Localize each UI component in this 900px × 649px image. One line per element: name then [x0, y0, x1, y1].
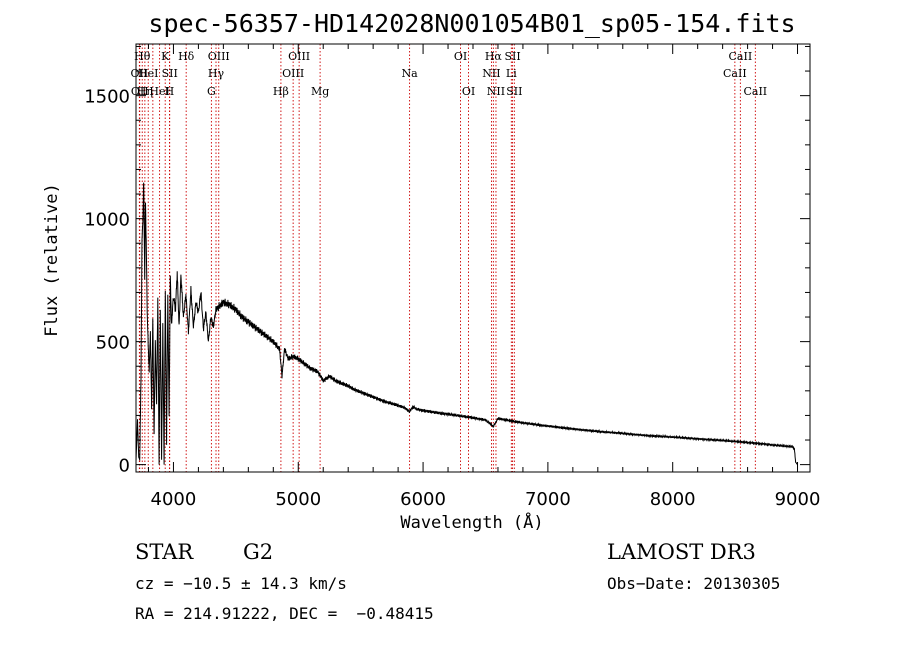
object-class: STAR: [135, 540, 194, 564]
line-label-22: Hα: [485, 50, 503, 63]
survey-release: LAMOST DR3: [607, 540, 756, 564]
x-tick-label-2: 6000: [400, 489, 446, 510]
line-label-14: Hβ: [273, 85, 289, 98]
line-label-12: Hγ: [208, 67, 225, 80]
line-label-10: Hδ: [178, 50, 195, 63]
line-label-4: HeI: [138, 67, 158, 80]
y-axis-label: Flux (relative): [42, 183, 62, 337]
line-label-18: Na: [402, 67, 419, 80]
line-label-6: HeI: [149, 85, 169, 98]
spectral-line-markers: [138, 44, 756, 472]
spectral-line-labels: OIIOIIHθHηHeIHeIKHSIIHδGHγOIIIHβOIIIOIII…: [131, 50, 768, 98]
spectrum-line: [135, 182, 798, 465]
observation-date: Obs−Date: 20130305: [607, 574, 781, 593]
y-axis-ticks: 0 500 1000 1500: [84, 45, 810, 477]
line-label-2: Hθ: [134, 50, 151, 63]
line-label-16: OIII: [288, 50, 310, 63]
line-label-28: CaII: [729, 50, 753, 63]
line-label-24: Li: [506, 67, 517, 80]
x-tick-label-5: 9000: [775, 489, 821, 510]
x-axis-ticks: 4000 5000 6000 7000 8000 9000: [147, 44, 821, 510]
line-label-21: NII: [482, 67, 500, 80]
x-tick-label-1: 5000: [275, 489, 321, 510]
line-label-8: H: [165, 85, 175, 98]
coordinates-readout: RA = 214.91222, DEC = −0.48415: [135, 604, 434, 623]
line-label-23: NII: [487, 85, 505, 98]
line-label-20: OI: [462, 85, 475, 98]
y-tick-label-1: 500: [96, 333, 130, 354]
line-label-15: OIII: [282, 67, 304, 80]
y-tick-label-2: 1000: [84, 210, 130, 231]
line-label-13: OIII: [208, 50, 230, 63]
line-label-1: OII: [131, 85, 149, 98]
x-tick-label-3: 7000: [525, 489, 571, 510]
line-label-19: OI: [454, 50, 467, 63]
y-tick-label-0: 0: [119, 456, 130, 477]
plot-frame: [135, 43, 811, 473]
line-label-11: G: [207, 85, 216, 98]
line-label-9: SII: [162, 67, 178, 80]
object-subclass: G2: [243, 540, 274, 564]
y-tick-label-3: 1500: [84, 87, 130, 108]
line-label-0: OII: [131, 67, 149, 80]
line-label-7: K: [161, 50, 170, 63]
line-label-26: SII: [506, 85, 522, 98]
line-label-29: CaII: [743, 85, 767, 98]
line-label-17: Mg: [311, 85, 329, 98]
x-tick-label-4: 8000: [650, 489, 696, 510]
redshift-readout: cz = −10.5 ± 14.3 km/s: [135, 574, 347, 593]
x-tick-label-0: 4000: [151, 489, 197, 510]
line-label-25: SII: [504, 50, 520, 63]
x-axis-label: Wavelength (Å): [400, 511, 543, 533]
line-label-3: Hη: [137, 85, 153, 98]
chart-title: spec-56357-HD142028N001054B01_sp05-154.f…: [148, 9, 795, 38]
line-label-27: CaII: [723, 67, 747, 80]
